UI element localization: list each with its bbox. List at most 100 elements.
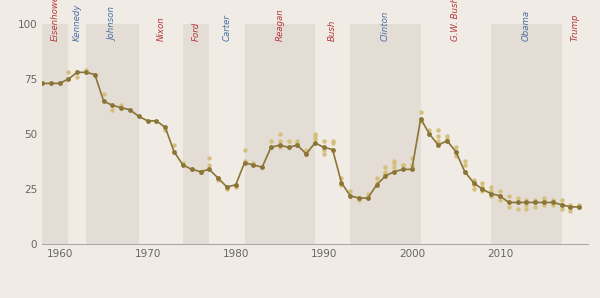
Point (205, 163, 214, 167)
Point (513, 207, 523, 212)
Point (433, 143, 443, 148)
Point (328, 141, 337, 145)
Point (442, 134, 452, 139)
Point (389, 165, 399, 170)
Point (107, 108, 117, 112)
Point (487, 191, 496, 196)
Point (566, 204, 575, 209)
Point (90, 72, 100, 77)
Point (530, 198, 540, 203)
Point (398, 163, 408, 167)
Point (487, 193, 496, 198)
Point (222, 185, 232, 190)
Text: G.W. Bush: G.W. Bush (451, 0, 460, 41)
Point (346, 193, 355, 198)
Point (425, 127, 434, 132)
Point (301, 152, 311, 156)
Point (389, 169, 399, 174)
Point (46, 81, 56, 86)
Point (328, 138, 337, 143)
Point (222, 185, 232, 190)
Point (442, 138, 452, 143)
Point (574, 204, 584, 209)
Point (407, 156, 416, 161)
Point (504, 200, 514, 205)
Point (116, 103, 126, 108)
Point (521, 207, 531, 212)
Point (548, 198, 557, 203)
Point (319, 138, 329, 143)
Point (37, 81, 47, 86)
Point (433, 138, 443, 143)
Point (99, 92, 109, 97)
Point (451, 145, 461, 150)
Point (460, 158, 470, 163)
Point (513, 200, 523, 205)
Point (372, 182, 382, 187)
Point (354, 196, 364, 201)
Point (248, 163, 258, 167)
Point (310, 132, 320, 136)
Point (433, 134, 443, 139)
Point (539, 196, 549, 201)
Point (178, 160, 188, 165)
Point (293, 143, 302, 148)
Point (284, 145, 293, 150)
Point (478, 180, 487, 185)
Text: Obama: Obama (522, 10, 531, 41)
Text: Trump: Trump (570, 14, 579, 41)
Point (73, 74, 82, 79)
Point (99, 99, 109, 103)
Point (380, 169, 390, 174)
Point (487, 189, 496, 194)
Point (363, 196, 373, 201)
Point (504, 200, 514, 205)
Point (354, 196, 364, 201)
Point (196, 169, 205, 174)
Point (557, 198, 566, 203)
Point (90, 72, 100, 77)
Point (214, 176, 223, 181)
Point (134, 114, 143, 119)
Point (566, 209, 575, 214)
Point (548, 200, 557, 205)
Text: Carter: Carter (223, 15, 232, 41)
Point (372, 180, 382, 185)
Text: Ford: Ford (191, 22, 200, 41)
Point (240, 160, 250, 165)
Point (372, 176, 382, 181)
Point (301, 149, 311, 154)
Point (363, 191, 373, 196)
Point (196, 169, 205, 174)
Point (451, 154, 461, 159)
Point (460, 163, 470, 167)
Point (478, 187, 487, 192)
Point (37, 81, 47, 86)
Point (521, 198, 531, 203)
Point (566, 202, 575, 207)
Point (293, 143, 302, 148)
Point (293, 141, 302, 145)
Point (574, 202, 584, 207)
Point (160, 125, 170, 130)
Point (425, 132, 434, 136)
Point (301, 152, 311, 156)
Point (557, 207, 566, 212)
Point (214, 178, 223, 183)
Point (425, 132, 434, 136)
Point (495, 193, 505, 198)
Point (469, 178, 478, 183)
Text: Bush: Bush (328, 20, 337, 41)
Point (346, 189, 355, 194)
Point (64, 70, 73, 75)
Point (416, 116, 425, 121)
Point (275, 143, 284, 148)
Point (231, 185, 241, 190)
Point (248, 160, 258, 165)
Point (222, 187, 232, 192)
Point (310, 141, 320, 145)
Text: Kennedy: Kennedy (73, 4, 82, 41)
Point (521, 200, 531, 205)
Point (337, 182, 346, 187)
Point (64, 77, 73, 81)
